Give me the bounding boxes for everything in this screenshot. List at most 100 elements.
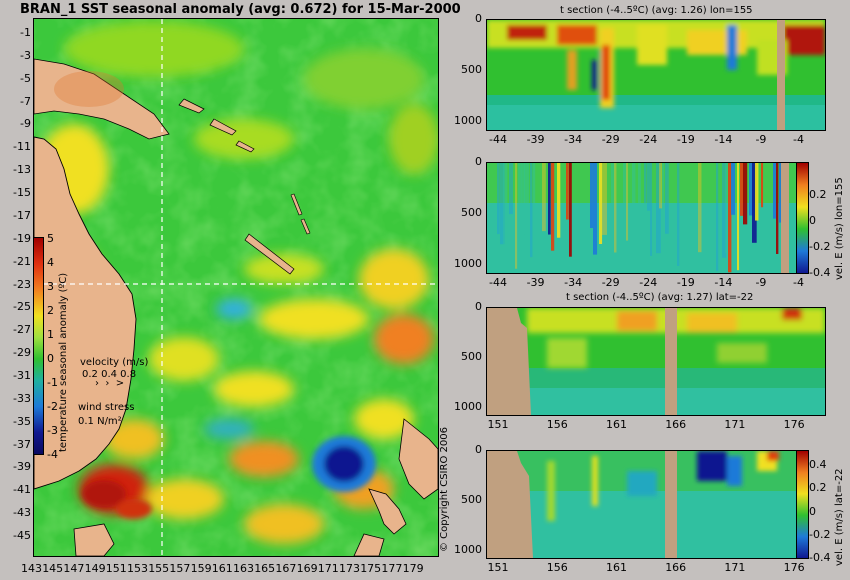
velocity-stripe xyxy=(518,163,522,270)
velocity-stripe xyxy=(731,163,736,215)
velocity-stripe xyxy=(557,163,561,238)
lon-tick-label: 171 xyxy=(317,562,339,575)
velocity-stripe xyxy=(677,163,680,266)
panel-x-tick: 161 xyxy=(605,561,627,574)
lat-tick-label: -19 xyxy=(13,231,31,245)
wind-legend-title: wind stress xyxy=(78,402,135,413)
lat-tick-label: -11 xyxy=(13,140,31,154)
panel-x-tick: -44 xyxy=(489,133,507,146)
velocity-stripe xyxy=(611,163,616,266)
velocity-arrows-icon: › › > xyxy=(95,378,125,389)
lat-tick-label: -45 xyxy=(13,529,31,542)
panel4-colorbar-label: vel. E (m/s) lat=-22 xyxy=(834,468,845,566)
velocity-stripe xyxy=(524,163,529,235)
panel-y-tick: 1000 xyxy=(454,542,482,556)
panel-y-tick: 500 xyxy=(461,492,482,506)
section-panel-1[interactable] xyxy=(486,19,826,131)
lat-tick-label: -25 xyxy=(13,300,31,314)
velocity-stripe xyxy=(656,163,661,254)
velocity-stripe xyxy=(497,163,500,235)
lat-tick-label: -39 xyxy=(13,460,31,474)
map-colorbar xyxy=(33,237,44,455)
colorbar-tick: -0.4 xyxy=(809,266,831,279)
panel-x-tick: -14 xyxy=(714,276,733,289)
panel2-colorbar xyxy=(796,162,809,274)
map-colorbar-label: temperature seasonal anomaly (ºC) xyxy=(58,272,69,452)
lat-tick-label: -31 xyxy=(13,368,31,382)
lon-tick-label: 177 xyxy=(381,562,403,575)
colorbar-tick: -0.4 xyxy=(809,551,831,564)
section-panel-3[interactable] xyxy=(486,307,826,416)
velocity-stripe xyxy=(602,163,607,235)
lon-tick-label: 149 xyxy=(84,562,106,575)
lon-tick-label: 179 xyxy=(402,562,424,575)
velocity-stripe xyxy=(722,163,727,258)
colorbar-tick: 0 xyxy=(809,214,816,227)
velocity-stripe xyxy=(566,163,569,220)
lat-tick-label: -15 xyxy=(13,186,31,200)
velocity-stripe xyxy=(752,163,757,243)
panel4-colorbar xyxy=(796,450,809,559)
velocity-stripe xyxy=(773,163,777,219)
velocity-stripe xyxy=(650,163,653,256)
lon-tick-label: 165 xyxy=(254,562,276,575)
velocity-stripe xyxy=(548,163,551,235)
section-panel-4[interactable] xyxy=(486,450,797,559)
panel-x-tick: -39 xyxy=(526,133,545,146)
lon-tick-label: 155 xyxy=(148,562,170,575)
panel-y-tick: 0 xyxy=(475,443,482,456)
map-colorbar-tick: -4 xyxy=(47,448,58,461)
panel-x-tick: 166 xyxy=(665,418,687,431)
colorbar-tick: -0.2 xyxy=(809,240,831,253)
lon-tick-label: 143 xyxy=(21,562,42,575)
panel-y-tick: 1000 xyxy=(454,399,482,413)
lat-tick-label: -23 xyxy=(13,277,31,291)
lat-tick-label: -17 xyxy=(13,208,31,222)
lat-tick-label: -7 xyxy=(20,94,31,108)
colorbar-tick: 0.4 xyxy=(809,458,827,471)
velocity-stripe xyxy=(614,163,617,253)
lon-tick-label: 147 xyxy=(63,562,85,575)
panel-x-tick: -44 xyxy=(489,276,507,289)
lat-tick-label: -29 xyxy=(13,346,31,360)
panel-y-tick: 1000 xyxy=(454,257,482,271)
lat-tick-label: -37 xyxy=(13,437,31,451)
panel-x-tick: 156 xyxy=(546,418,568,431)
velocity-stripe xyxy=(533,163,536,268)
lon-tick-label: 151 xyxy=(105,562,127,575)
copyright: © Copyright CSIRO 2006 xyxy=(439,427,450,552)
velocity-stripe xyxy=(599,163,603,245)
panel-x-tick: -29 xyxy=(601,276,620,289)
velocity-legend-title: velocity (m/s) xyxy=(80,357,149,368)
velocity-stripe xyxy=(515,163,518,269)
sst-anomaly-map[interactable] xyxy=(33,18,439,557)
lon-tick-label: 159 xyxy=(190,562,212,575)
velocity-stripe xyxy=(737,163,740,271)
panel-y-tick: 0 xyxy=(475,155,482,168)
lon-tick-label: 145 xyxy=(42,562,64,575)
panel-x-tick: -24 xyxy=(639,276,658,289)
wind-legend-value: 0.1 N/m² xyxy=(78,416,122,427)
section-panel-2[interactable] xyxy=(486,162,797,274)
velocity-stripe xyxy=(569,163,572,257)
lat-tick-label: -43 xyxy=(13,506,31,520)
lon-tick-label: 173 xyxy=(339,562,360,575)
lon-tick-label: 163 xyxy=(233,562,254,575)
lon-tick-label: 157 xyxy=(169,562,191,575)
lon-tick-label: 167 xyxy=(275,562,297,575)
panel-y-tick: 0 xyxy=(475,12,482,25)
velocity-stripe xyxy=(503,163,508,250)
map-colorbar-tick: 1 xyxy=(47,328,54,341)
panel-x-tick: 156 xyxy=(546,561,568,574)
velocity-stripe xyxy=(761,163,764,208)
velocity-stripe xyxy=(623,163,628,215)
velocity-stripe xyxy=(743,163,748,225)
panel-x-tick: 151 xyxy=(487,418,509,431)
lat-tick-label: -13 xyxy=(13,163,31,177)
panel-y-tick: 0 xyxy=(475,300,482,313)
panel-x-tick: -39 xyxy=(526,276,545,289)
lat-tick-label: -5 xyxy=(20,71,31,85)
panel-y-tick: 500 xyxy=(461,63,482,77)
panel-x-tick: -9 xyxy=(755,276,767,289)
panel-x-tick: 166 xyxy=(665,561,687,574)
